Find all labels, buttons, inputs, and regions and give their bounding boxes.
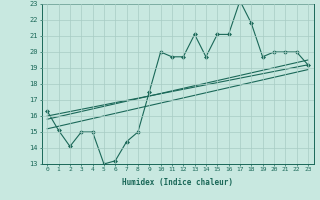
X-axis label: Humidex (Indice chaleur): Humidex (Indice chaleur) [122, 178, 233, 187]
